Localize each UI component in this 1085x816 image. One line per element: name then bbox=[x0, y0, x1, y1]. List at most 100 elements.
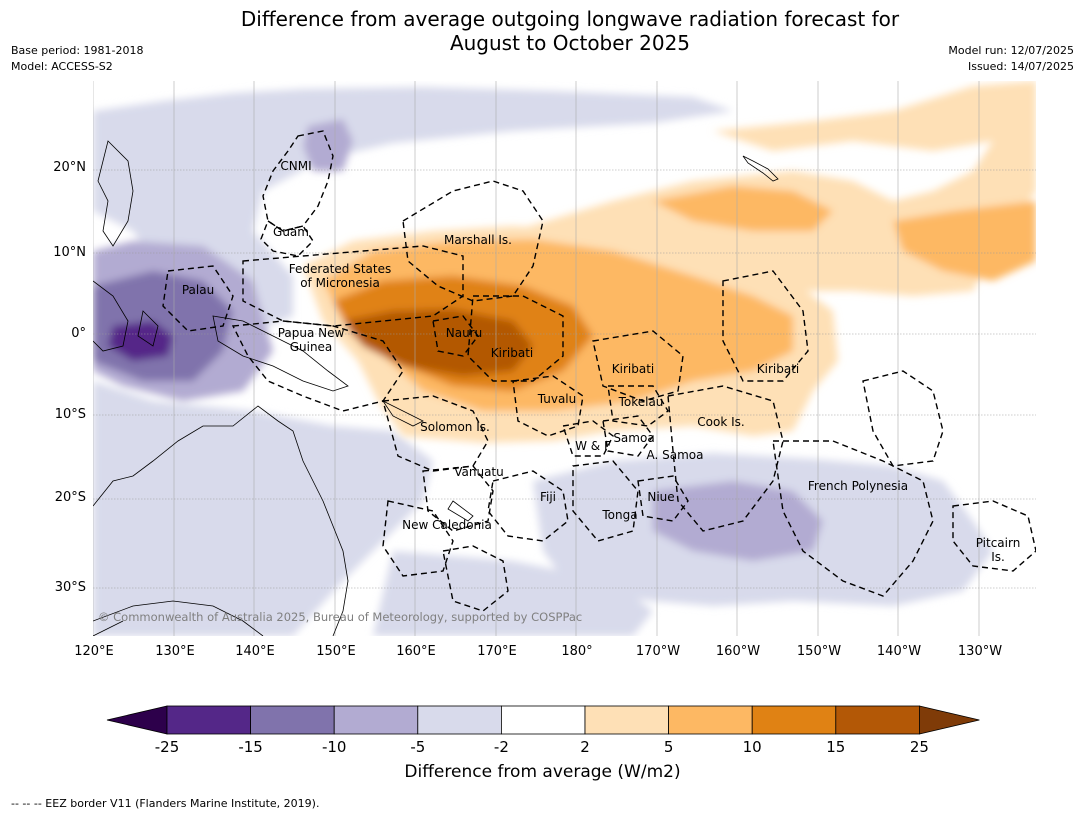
shade-neg-2to5-lower-west bbox=[93, 381, 433, 636]
eez-vanuatu bbox=[422, 465, 494, 532]
place-label-vanuatu: Vanuatu bbox=[454, 465, 504, 479]
place-label-palau: Palau bbox=[182, 283, 214, 297]
place-label-w-f: W & F bbox=[575, 439, 611, 453]
colorbar-tick-label: 25 bbox=[909, 738, 929, 756]
lat-tick: 10°N bbox=[53, 245, 86, 260]
shade-pos-5to10-north bbox=[653, 186, 833, 231]
place-label-marshall-is-: Marshall Is. bbox=[444, 233, 512, 247]
lon-tick: 170°W bbox=[635, 644, 681, 659]
place-label-fiji: Fiji bbox=[540, 490, 556, 504]
colorbar-tick-label: -10 bbox=[321, 738, 347, 756]
eez-palau bbox=[162, 265, 234, 332]
colorbar-tick-label: -5 bbox=[410, 738, 426, 756]
colorbar-segment bbox=[166, 705, 251, 735]
eez-footnote: -- -- -- EEZ border V11 (Flanders Marine… bbox=[11, 797, 320, 810]
lat-tick: 30°S bbox=[54, 580, 86, 595]
place-label-a-samoa: A. Samoa bbox=[647, 448, 704, 462]
eez-cnmi bbox=[262, 130, 334, 232]
place-label-cook-is-: Cook Is. bbox=[697, 415, 744, 429]
meta-left: Base period: 1981-2018 Model: ACCESS-S2 bbox=[11, 43, 143, 75]
lon-tick: 160°E bbox=[396, 644, 436, 659]
colorbar-tick-label: 10 bbox=[742, 738, 762, 756]
place-label-solomon-is-: Solomon Is. bbox=[420, 420, 490, 434]
lon-tick: 170°E bbox=[477, 644, 517, 659]
place-label-guam: Guam bbox=[273, 225, 309, 239]
eez-marshall bbox=[402, 180, 544, 302]
place-label-french-polynesia: French Polynesia bbox=[808, 479, 908, 493]
lat-tick: 0° bbox=[71, 326, 86, 341]
title-line-1: Difference from average outgoing longwav… bbox=[240, 7, 900, 31]
colorbar-title: Difference from average (W/m2) bbox=[404, 762, 681, 782]
place-label-kiribati-phoenix-: Kiribati bbox=[612, 362, 654, 376]
place-label-federated-states-of-micronesia: Federated States of Micronesia bbox=[289, 262, 391, 290]
colorbar-segment bbox=[751, 705, 837, 735]
map-svg: CNMI Guam Marshall Is. Federated States of M… bbox=[93, 81, 1036, 636]
anomaly-positive-field bbox=[303, 81, 1036, 443]
lat-tick: 10°S bbox=[54, 407, 86, 422]
colorbar-tick-label: 5 bbox=[663, 738, 674, 756]
eez-new-zealand-north bbox=[442, 545, 509, 612]
place-label-tuvalu: Tuvalu bbox=[537, 392, 577, 406]
eez-fp-east bbox=[862, 370, 944, 467]
base-period: Base period: 1981-2018 bbox=[11, 44, 144, 57]
eez-wf bbox=[562, 420, 614, 457]
eez-new-caledonia bbox=[382, 500, 454, 577]
eez-niue bbox=[637, 475, 689, 522]
coast-philippines bbox=[97, 140, 134, 247]
coast-new-guinea bbox=[212, 315, 349, 392]
place-labels: CNMI Guam Marshall Is. Federated States of M… bbox=[182, 159, 1020, 564]
eez-pitcairn bbox=[952, 500, 1036, 572]
model-name: Model: ACCESS-S2 bbox=[11, 60, 113, 73]
eez-tuvalu bbox=[512, 375, 584, 437]
lon-tick: 140°W bbox=[876, 644, 922, 659]
shade-neg-2to5-south-band bbox=[373, 551, 653, 636]
place-label-kiribati-line-: Kiribati bbox=[757, 362, 799, 376]
colorbar-tick-label: -25 bbox=[154, 738, 180, 756]
lon-tick: 160°W bbox=[715, 644, 761, 659]
title-line-2: August to October 2025 bbox=[449, 31, 691, 55]
place-label-tonga: Tonga bbox=[601, 508, 637, 522]
colorbar bbox=[106, 705, 980, 735]
eez-fiji bbox=[487, 470, 569, 542]
colorbar-tick-label: -15 bbox=[238, 738, 263, 756]
chart-title: Difference from average outgoing longwav… bbox=[0, 7, 1085, 55]
place-label-new-caledonia: New Caledonia bbox=[402, 518, 492, 532]
colorbar-segment bbox=[584, 705, 669, 735]
lon-tick: 150°E bbox=[316, 644, 356, 659]
lon-tick: 130°W bbox=[957, 644, 1003, 659]
place-label-pitcairn-is-: Pitcairn Is. bbox=[976, 536, 1021, 564]
place-label-samoa: Samoa bbox=[613, 431, 654, 445]
colorbar-extend-max bbox=[919, 705, 980, 735]
meridians bbox=[93, 81, 980, 636]
anomaly-negative-field bbox=[93, 87, 993, 636]
shade-pos-5to10-east bbox=[893, 201, 1036, 281]
colorbar-segment bbox=[250, 705, 335, 735]
lon-tick: 140°E bbox=[235, 644, 275, 659]
place-label-tokelau: Tokelau bbox=[618, 395, 664, 409]
lat-tick: 20°N bbox=[53, 160, 86, 175]
colorbar-tick-label: 2 bbox=[580, 738, 590, 756]
coast-solomon bbox=[381, 399, 424, 427]
place-label-kiribati-gilbert-: Kiribati bbox=[491, 346, 533, 360]
map-panel: CNMI Guam Marshall Is. Federated States of M… bbox=[93, 81, 1036, 636]
place-label-cnmi: CNMI bbox=[280, 159, 311, 173]
coast-borneo-sulawesi bbox=[93, 280, 159, 352]
eez-micronesia bbox=[242, 245, 464, 327]
lon-tick: 120°E bbox=[74, 644, 114, 659]
place-label-nauru: Nauru bbox=[446, 326, 482, 340]
place-label-niue: Niue bbox=[647, 490, 674, 504]
coast-new-caledonia bbox=[447, 500, 474, 522]
colorbar-segment bbox=[417, 705, 502, 735]
model-run: Model run: 12/07/2025 bbox=[948, 44, 1074, 57]
coast-australia bbox=[93, 405, 349, 636]
eez-kiribati-phoenix bbox=[592, 330, 684, 402]
coast-hawaii bbox=[742, 155, 779, 182]
meta-right: Model run: 12/07/2025 Issued: 14/07/2025 bbox=[948, 43, 1074, 75]
colorbar-segment bbox=[333, 705, 419, 735]
eez-nauru bbox=[432, 315, 479, 357]
coastlines bbox=[93, 140, 779, 636]
eez-tokelau bbox=[607, 385, 669, 427]
lon-tick: 180° bbox=[561, 644, 593, 659]
eez-samoa bbox=[602, 415, 654, 457]
eez-solomon bbox=[382, 395, 489, 472]
